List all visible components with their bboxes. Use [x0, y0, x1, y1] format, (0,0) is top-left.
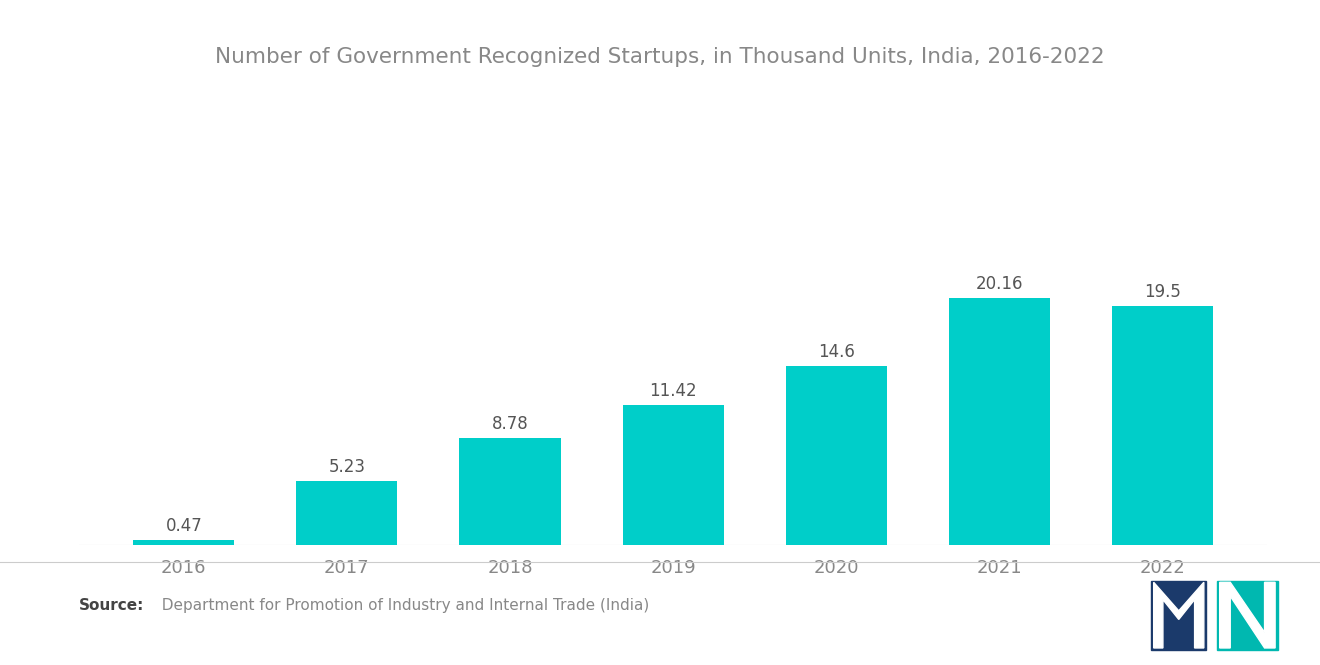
- Text: 8.78: 8.78: [491, 414, 528, 433]
- Bar: [1151, 581, 1206, 650]
- Text: 20.16: 20.16: [975, 275, 1023, 293]
- Text: 11.42: 11.42: [649, 382, 697, 400]
- Text: 5.23: 5.23: [329, 458, 366, 476]
- Text: 0.47: 0.47: [165, 517, 202, 535]
- Text: Number of Government Recognized Startups, in Thousand Units, India, 2016-2022: Number of Government Recognized Startups…: [215, 47, 1105, 66]
- Text: Source:: Source:: [79, 598, 145, 612]
- Text: 14.6: 14.6: [818, 343, 855, 361]
- Bar: [133, 539, 235, 545]
- Text: 19.5: 19.5: [1144, 283, 1181, 301]
- Text: Department for Promotion of Industry and Internal Trade (India): Department for Promotion of Industry and…: [152, 598, 649, 612]
- Bar: [785, 366, 887, 545]
- Bar: [1217, 581, 1278, 650]
- Bar: [949, 298, 1049, 545]
- Bar: [297, 481, 397, 545]
- Bar: [459, 438, 561, 545]
- Polygon shape: [1154, 583, 1204, 648]
- Polygon shape: [1220, 583, 1275, 648]
- Bar: [1111, 306, 1213, 545]
- Bar: [623, 405, 723, 545]
